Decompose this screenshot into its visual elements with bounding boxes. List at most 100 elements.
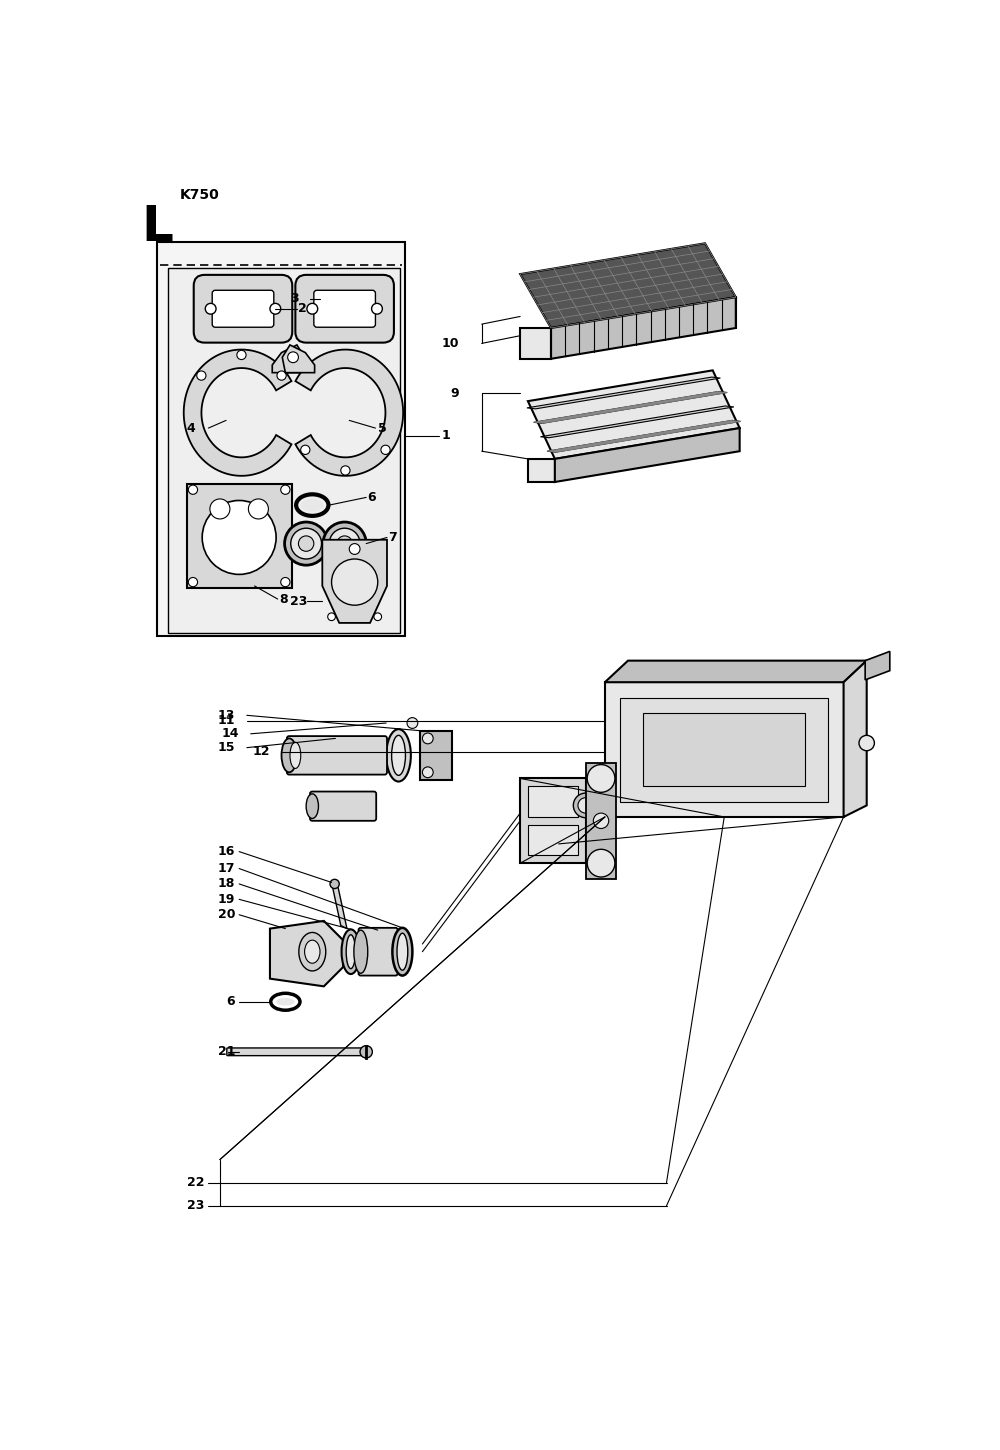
FancyBboxPatch shape: [187, 483, 292, 589]
Circle shape: [374, 613, 382, 621]
Circle shape: [381, 445, 390, 454]
Polygon shape: [282, 345, 315, 373]
Polygon shape: [420, 731, 452, 780]
Text: 20: 20: [218, 908, 235, 921]
Text: 7: 7: [389, 531, 397, 544]
Polygon shape: [520, 244, 736, 328]
Polygon shape: [605, 661, 867, 682]
Text: 19: 19: [218, 893, 235, 906]
Circle shape: [330, 879, 339, 889]
Circle shape: [281, 577, 290, 587]
Polygon shape: [844, 661, 867, 816]
Circle shape: [281, 486, 290, 494]
Text: 22: 22: [187, 1176, 205, 1189]
Polygon shape: [547, 420, 741, 452]
Circle shape: [197, 371, 206, 380]
Text: 23: 23: [187, 1199, 205, 1212]
Polygon shape: [270, 921, 343, 986]
Circle shape: [578, 798, 593, 813]
Circle shape: [349, 544, 360, 554]
Text: L: L: [141, 203, 173, 251]
Text: 3: 3: [290, 293, 298, 306]
Ellipse shape: [305, 940, 320, 963]
Polygon shape: [586, 763, 616, 879]
Polygon shape: [272, 345, 305, 373]
Ellipse shape: [301, 499, 324, 512]
Circle shape: [288, 352, 298, 362]
Ellipse shape: [346, 935, 355, 969]
Circle shape: [332, 560, 378, 605]
Text: 10: 10: [441, 336, 459, 349]
Text: 15: 15: [218, 741, 235, 754]
Circle shape: [328, 613, 335, 621]
Polygon shape: [295, 349, 403, 476]
Ellipse shape: [397, 934, 408, 970]
Polygon shape: [527, 377, 720, 409]
Polygon shape: [540, 406, 734, 438]
Circle shape: [210, 499, 230, 519]
Ellipse shape: [386, 729, 411, 782]
Text: 6: 6: [368, 492, 376, 505]
FancyBboxPatch shape: [314, 290, 375, 328]
Circle shape: [301, 445, 310, 454]
Circle shape: [202, 500, 276, 574]
Circle shape: [573, 793, 598, 818]
Circle shape: [291, 528, 322, 560]
Ellipse shape: [282, 738, 297, 773]
Circle shape: [407, 718, 418, 728]
Text: 18: 18: [218, 877, 235, 890]
Ellipse shape: [299, 932, 326, 972]
Polygon shape: [332, 883, 347, 928]
Ellipse shape: [290, 742, 301, 768]
Polygon shape: [528, 458, 555, 481]
Circle shape: [277, 371, 286, 380]
Circle shape: [205, 303, 216, 315]
Polygon shape: [528, 370, 740, 458]
FancyBboxPatch shape: [194, 276, 292, 342]
Circle shape: [593, 813, 609, 828]
Ellipse shape: [392, 928, 412, 976]
Circle shape: [307, 303, 318, 315]
Polygon shape: [534, 392, 727, 423]
Circle shape: [188, 577, 198, 587]
Ellipse shape: [342, 929, 360, 974]
Text: 16: 16: [218, 845, 235, 858]
Text: 6: 6: [227, 995, 235, 1008]
FancyBboxPatch shape: [528, 825, 578, 856]
Polygon shape: [184, 349, 291, 476]
Polygon shape: [520, 779, 586, 863]
Polygon shape: [520, 328, 551, 358]
FancyBboxPatch shape: [168, 268, 400, 632]
Text: 2: 2: [298, 302, 307, 315]
Circle shape: [422, 767, 433, 777]
Polygon shape: [555, 428, 740, 481]
Circle shape: [422, 734, 433, 744]
Polygon shape: [322, 539, 387, 624]
FancyBboxPatch shape: [157, 242, 405, 637]
Circle shape: [329, 528, 360, 560]
Text: 14: 14: [222, 728, 239, 741]
FancyBboxPatch shape: [620, 697, 828, 802]
Text: 5: 5: [378, 422, 386, 435]
Ellipse shape: [354, 929, 368, 973]
Text: 4: 4: [187, 422, 195, 435]
Circle shape: [288, 352, 299, 362]
Circle shape: [587, 764, 615, 792]
FancyBboxPatch shape: [528, 786, 578, 816]
FancyBboxPatch shape: [227, 1048, 367, 1056]
Text: 11: 11: [218, 715, 235, 728]
FancyBboxPatch shape: [287, 737, 387, 774]
Ellipse shape: [306, 793, 318, 818]
Circle shape: [188, 486, 198, 494]
Circle shape: [587, 850, 615, 877]
Text: 21: 21: [218, 1045, 235, 1058]
Circle shape: [323, 522, 366, 566]
Circle shape: [337, 536, 352, 551]
Text: 23: 23: [290, 594, 307, 608]
Ellipse shape: [392, 735, 405, 776]
FancyBboxPatch shape: [643, 713, 805, 786]
Text: 17: 17: [218, 863, 235, 874]
Circle shape: [859, 735, 874, 751]
Text: 1: 1: [442, 429, 450, 442]
Circle shape: [248, 499, 268, 519]
